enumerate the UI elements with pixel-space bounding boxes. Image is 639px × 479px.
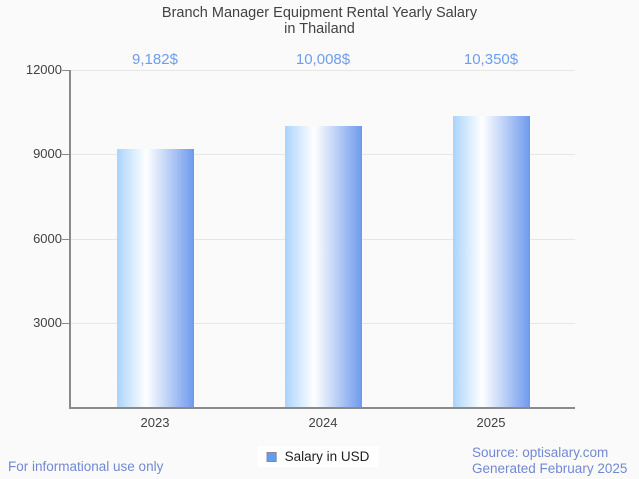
legend-swatch-icon <box>266 451 277 462</box>
y-axis-label-3000: 3000 <box>33 314 62 330</box>
x-axis-label-2024: 2024 <box>308 415 338 430</box>
x-axis-label-2023: 2023 <box>140 415 170 430</box>
legend-label: Salary in USD <box>284 449 370 464</box>
y-axis-label-6000: 6000 <box>33 230 62 246</box>
gridline-12000 <box>71 70 575 71</box>
bar-2023[interactable] <box>116 149 194 407</box>
legend: Salary in USD <box>257 446 379 467</box>
source-text: Source: optisalary.com <box>472 445 609 460</box>
chart-title: Branch Manager Equipment Rental Yearly S… <box>0 5 639 37</box>
value-label-2024: 10,008$ <box>295 51 351 68</box>
y-axis-labels: 3000 6000 9000 12000 <box>0 62 62 407</box>
y-axis-label-12000: 12000 <box>25 62 62 77</box>
source-block: Source: optisalary.com Generated Februar… <box>472 445 627 477</box>
chart-title-line2: in Thailand <box>284 21 355 37</box>
y-tick-9000 <box>62 154 69 156</box>
plot-area: 9,182$ 2023 10,008$ 2024 10,350$ 2025 <box>62 51 575 430</box>
x-axis-line <box>69 407 575 409</box>
y-tick-3000 <box>62 322 69 324</box>
bar-2024[interactable] <box>284 125 362 407</box>
chart-title-line1: Branch Manager Equipment Rental Yearly S… <box>161 5 478 21</box>
value-label-2025: 10,350$ <box>463 51 519 68</box>
x-axis-label-2025: 2025 <box>476 415 506 430</box>
y-tick-6000 <box>62 238 69 240</box>
value-label-2023: 9,182$ <box>132 51 178 68</box>
y-axis-line <box>69 70 71 409</box>
generated-text: Generated February 2025 <box>472 461 628 476</box>
y-axis-label-9000: 9000 <box>33 146 62 162</box>
bar-2025[interactable] <box>452 116 530 407</box>
y-tick-12000 <box>62 70 69 71</box>
disclaimer-text: For informational use only <box>8 459 164 474</box>
